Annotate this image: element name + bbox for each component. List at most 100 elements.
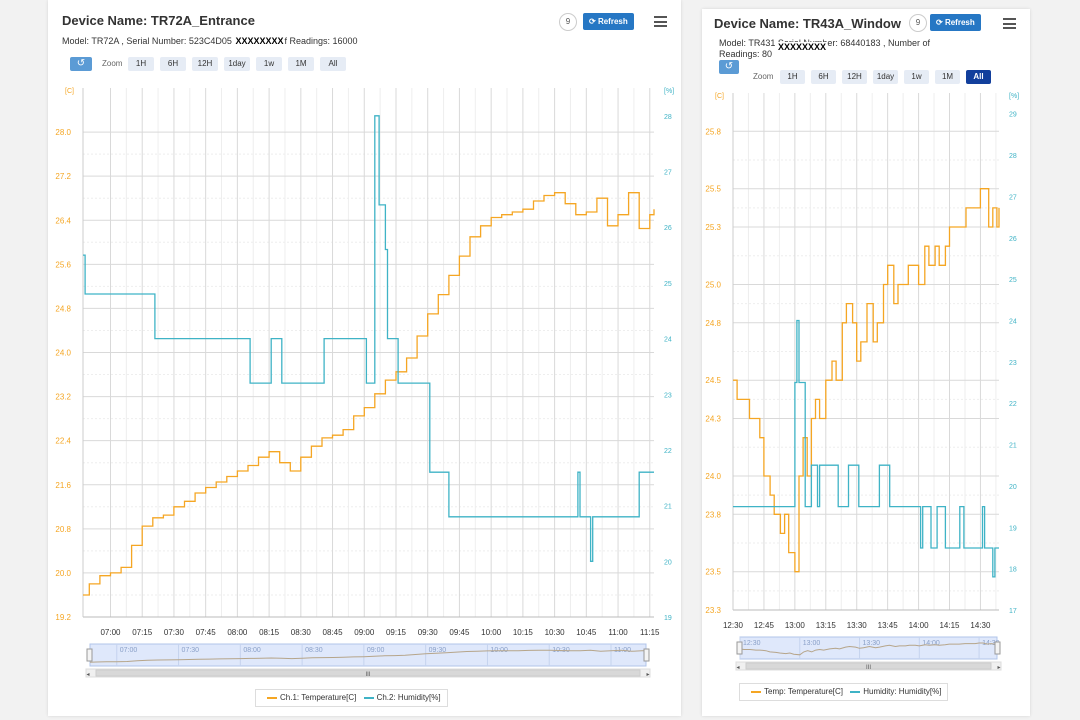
legend-label-temperature: Temp: Temperature[C]: [764, 687, 843, 696]
y-left-tick-label: 24.8: [55, 304, 71, 313]
refresh-button[interactable]: ⟳ Refresh: [583, 13, 634, 30]
y-right-tick-label: 26: [1009, 236, 1017, 243]
serial-text: Serial Number: 68440183 , Number of: [777, 38, 930, 48]
x-tick-label: 11:00: [608, 628, 628, 637]
x-tick-label: 14:00: [909, 621, 930, 630]
series-line-temperature: [83, 192, 655, 596]
x-tick-label: 13:00: [785, 621, 806, 630]
masked-text: XXXXXXXX: [234, 36, 285, 46]
masked-text: XXXXXXXX: [777, 42, 828, 53]
legend: Temp: Temperature[C] Humidity: Humidity[…: [739, 683, 949, 701]
x-tick-label: 08:45: [323, 628, 344, 637]
y-left-tick-label: 25.3: [705, 223, 721, 232]
y-right-tick-label: 20: [1009, 484, 1017, 491]
y-right-tick-label: 24: [1009, 318, 1017, 325]
scrollbar-thumb: [95, 669, 641, 677]
y-left-tick-label: 23.8: [705, 510, 721, 519]
y-left-tick-label: 20.0: [55, 569, 71, 578]
x-tick-label: 07:30: [164, 628, 185, 637]
scrollbar-grip-icon: III: [866, 665, 871, 671]
y-left-tick-label: 27.2: [55, 172, 71, 181]
zoom-button-1h[interactable]: 1H: [780, 70, 805, 84]
zoom-button-1w[interactable]: 1w: [256, 57, 282, 71]
zoom-button-1day[interactable]: 1day: [224, 57, 250, 71]
model-text: Model: TR431: [719, 38, 776, 48]
y-right-tick-label: 29: [1009, 112, 1017, 119]
navigator-handle-right: [643, 648, 650, 662]
y-right-tick-label: 19: [664, 615, 672, 622]
reset-zoom-icon[interactable]: ↺: [70, 57, 92, 71]
legend-item-temperature[interactable]: Temp: Temperature[C]: [746, 687, 843, 696]
refresh-button[interactable]: ⟳ Refresh: [930, 14, 981, 31]
y-right-tick-label: 25: [664, 281, 672, 288]
y-right-tick-label: 21: [1009, 443, 1017, 450]
zoom-button-all[interactable]: All: [966, 70, 991, 84]
y-right-tick-label: 27: [1009, 194, 1017, 201]
refresh-icon: ⟳: [936, 18, 945, 27]
y-left-tick-label: 20.8: [55, 525, 71, 534]
y-right-tick-label: 18: [1009, 567, 1017, 574]
zoom-label: Zoom: [753, 72, 774, 81]
zoom-button-12h[interactable]: 12H: [192, 57, 218, 71]
notification-badge[interactable]: 9: [559, 13, 577, 31]
y-right-tick-label: 27: [664, 170, 672, 177]
x-tick-label: 09:45: [449, 628, 470, 637]
x-tick-label: 07:15: [132, 628, 153, 637]
device-title: Device Name: TR43A_Window: [714, 16, 901, 31]
x-tick-label: 14:15: [939, 621, 960, 630]
navigator-label: 09:00: [367, 647, 385, 654]
y-right-tick-label: 23: [664, 392, 672, 399]
scrollbar-grip-icon: III: [365, 672, 370, 678]
y-left-tick-label: 23.5: [705, 568, 721, 577]
legend-label-temperature: Ch.1: Temperature[C]: [280, 693, 357, 702]
notification-badge[interactable]: 9: [909, 14, 927, 32]
zoom-button-1m[interactable]: 1M: [935, 70, 960, 84]
legend-item-temperature[interactable]: Ch.1: Temperature[C]: [262, 693, 356, 702]
hamburger-menu-icon[interactable]: [1003, 18, 1016, 29]
navigator-label: 12:30: [743, 640, 761, 647]
chart-1-svg: 19.2 20.0 20.8 21.6 22.4 23.2 24.0 24.8 25.6 26.4…: [55, 88, 674, 678]
navigator-handle-left: [736, 641, 743, 655]
navigator-series: [739, 642, 998, 656]
scroll-left-arrow-icon: ◂: [736, 665, 739, 671]
y-left-tick-label: 28.0: [55, 128, 71, 137]
legend-item-humidity[interactable]: Ch.2: Humidity[%]: [359, 693, 441, 702]
x-tick-label: 10:30: [545, 628, 566, 637]
navigator-series: [89, 649, 647, 663]
y-left-tick-label: 23.3: [705, 606, 721, 615]
y-right-tick-label: 21: [664, 504, 672, 511]
y-right-tick-label: 24: [664, 337, 672, 344]
reset-zoom-icon[interactable]: ↺: [719, 60, 739, 74]
zoom-button-1m[interactable]: 1M: [288, 57, 314, 71]
navigator-label: 13:30: [863, 640, 881, 647]
x-tick-label: 07:45: [196, 628, 217, 637]
series-line-humidity: [83, 115, 654, 562]
zoom-label: Zoom: [102, 59, 123, 68]
zoom-button-all[interactable]: All: [320, 57, 346, 71]
x-tick-label: 11:15: [640, 628, 660, 637]
y-right-tick-label: 23: [1009, 360, 1017, 367]
navigator-label: 09:30: [429, 647, 447, 654]
x-tick-label: 07:00: [100, 628, 121, 637]
x-tick-label: 09:30: [418, 628, 439, 637]
x-tick-label: 13:45: [878, 621, 899, 630]
y-left-tick-label: 25.0: [705, 280, 721, 289]
y-right-tick-label: 28: [1009, 153, 1017, 160]
zoom-button-6h[interactable]: 6H: [811, 70, 836, 84]
refresh-label: Refresh: [944, 18, 975, 27]
y-left-tick-label: 23.2: [55, 393, 71, 402]
x-tick-label: 08:00: [227, 628, 248, 637]
zoom-button-1w[interactable]: 1w: [904, 70, 929, 84]
zoom-button-1h[interactable]: 1H: [128, 57, 154, 71]
hamburger-menu-icon[interactable]: [654, 16, 667, 27]
y-left-tick-label: 25.6: [55, 260, 71, 269]
y-right-tick-label: 22: [1009, 401, 1017, 408]
y-left-tick-label: 24.5: [705, 376, 721, 385]
x-tick-label: 13:15: [816, 621, 837, 630]
zoom-button-12h[interactable]: 12H: [842, 70, 867, 84]
zoom-button-6h[interactable]: 6H: [160, 57, 186, 71]
y-left-tick-label: 24.0: [55, 349, 71, 358]
zoom-button-1day[interactable]: 1day: [873, 70, 898, 84]
legend-item-humidity[interactable]: Humidity: Humidity[%]: [845, 687, 941, 696]
y-left-tick-label: 24.8: [705, 319, 721, 328]
